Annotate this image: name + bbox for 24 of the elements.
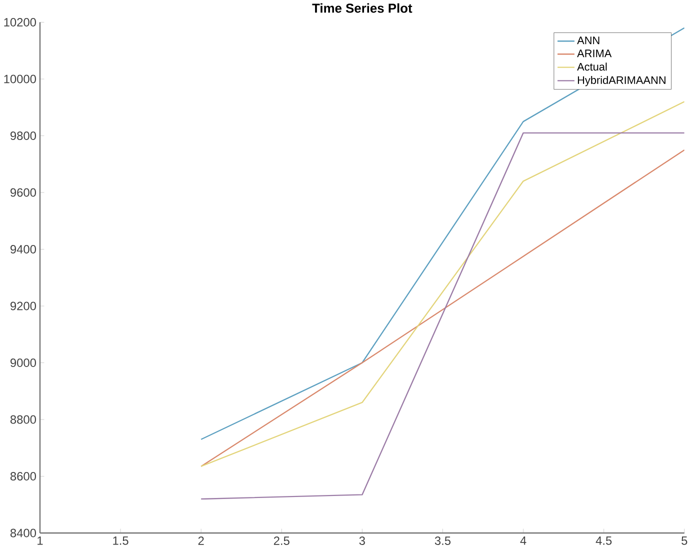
legend-label: HybridARIMAANN — [578, 76, 666, 86]
y-tick-label: 10000 — [4, 74, 36, 84]
y-tick-label: 8600 — [10, 472, 36, 480]
y-tick-label: 10200 — [4, 18, 36, 26]
legend-label: ARIMA — [577, 50, 612, 58]
legend-label: ANN — [577, 36, 600, 44]
y-tick-label: 8400 — [10, 528, 36, 538]
y-tick-label: 8800 — [10, 415, 36, 424]
y-tick-label: 9200 — [10, 302, 36, 310]
y-tick-label: 9800 — [10, 131, 36, 140]
chart-title: Time Series Plot — [312, 3, 412, 13]
y-tick-label: 9400 — [10, 244, 36, 254]
x-tick-label: 3.5 — [434, 536, 451, 545]
x-tick-label: 2 — [198, 536, 204, 545]
x-tick-label: 3 — [359, 536, 365, 545]
x-tick-label: 1 — [38, 536, 43, 545]
y-tick-label: 9000 — [10, 358, 36, 367]
x-tick-label: 1.5 — [113, 536, 128, 545]
x-tick-label: 4 — [520, 536, 526, 545]
y-tick-label: 9600 — [10, 188, 36, 197]
legend-label: Actual — [577, 62, 607, 71]
x-tick-label: 5 — [682, 536, 688, 545]
x-tick-label: 2.5 — [274, 536, 290, 545]
x-tick-label: 4.5 — [596, 536, 612, 545]
